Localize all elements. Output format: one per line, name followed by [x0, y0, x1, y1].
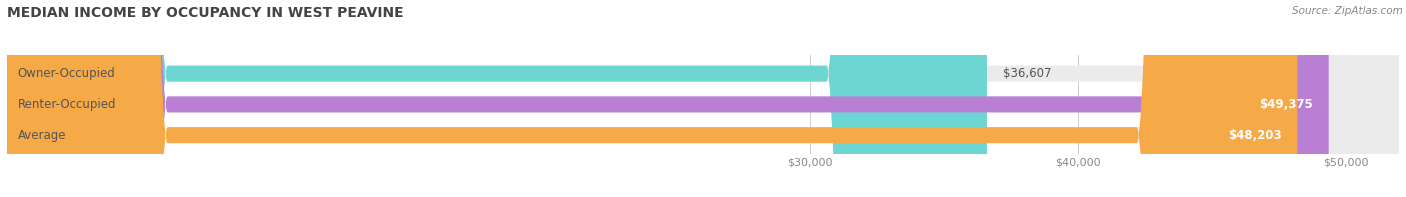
- Text: Source: ZipAtlas.com: Source: ZipAtlas.com: [1292, 6, 1403, 16]
- Text: MEDIAN INCOME BY OCCUPANCY IN WEST PEAVINE: MEDIAN INCOME BY OCCUPANCY IN WEST PEAVI…: [7, 6, 404, 20]
- Text: $49,375: $49,375: [1258, 98, 1313, 111]
- FancyBboxPatch shape: [7, 0, 1399, 197]
- FancyBboxPatch shape: [7, 0, 1298, 197]
- Text: Owner-Occupied: Owner-Occupied: [18, 67, 115, 80]
- FancyBboxPatch shape: [7, 0, 1399, 197]
- Text: Average: Average: [18, 129, 66, 142]
- Text: $36,607: $36,607: [1002, 67, 1052, 80]
- FancyBboxPatch shape: [7, 0, 1329, 197]
- FancyBboxPatch shape: [7, 0, 1399, 197]
- Text: $48,203: $48,203: [1227, 129, 1281, 142]
- Text: Renter-Occupied: Renter-Occupied: [18, 98, 117, 111]
- FancyBboxPatch shape: [7, 0, 987, 197]
